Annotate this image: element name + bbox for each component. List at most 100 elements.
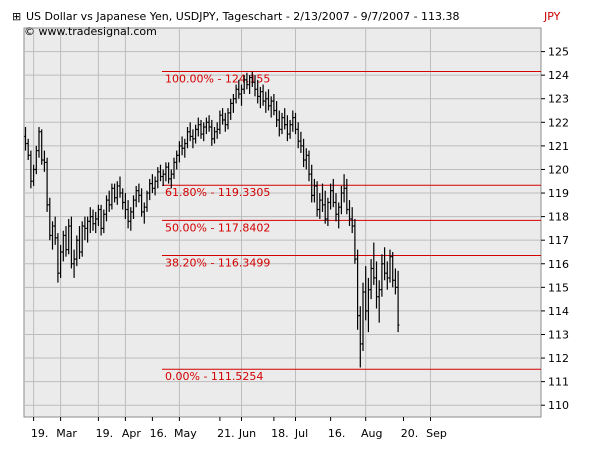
retracement-level-label: 0.00% - 111.5254 <box>165 370 263 383</box>
currency-label: JPY <box>543 10 561 23</box>
x-tick-label: Aug <box>361 427 382 440</box>
x-tick-label: Jun <box>238 427 256 440</box>
ohlc-bar <box>221 108 224 125</box>
ohlc-bar <box>375 261 378 309</box>
x-tick-label: 19. <box>96 427 114 440</box>
ohlc-bar <box>307 150 311 182</box>
ohlc-bar <box>251 71 254 87</box>
ohlc-bar <box>332 178 335 208</box>
ohlc-bar <box>275 101 278 128</box>
ohlc-bar <box>35 145 38 175</box>
ohlc-bar <box>188 122 192 142</box>
ohlc-bar <box>396 270 400 333</box>
ohlc-bar <box>178 141 181 163</box>
ohlc-bar <box>386 261 389 290</box>
ohlc-bar <box>340 185 343 215</box>
copyright-label: © www.tradesignal.com <box>24 25 157 38</box>
ohlc-bar <box>172 157 176 179</box>
ohlc-bar <box>288 119 292 139</box>
x-tick-label: Apr <box>122 427 142 440</box>
ohlc-bar <box>318 193 322 219</box>
ohlc-bar <box>229 98 232 120</box>
ohlc-bar <box>291 110 295 132</box>
x-tick-label: Mar <box>56 427 77 440</box>
grid-lines <box>24 28 541 417</box>
ohlc-bar <box>226 108 230 130</box>
ohlc-bar <box>107 190 111 212</box>
ohlc-bar <box>48 197 52 241</box>
ohlc-bar <box>286 115 289 142</box>
ohlc-bar <box>348 200 351 227</box>
ohlc-bar <box>56 233 60 283</box>
ohlc-bar <box>24 127 27 151</box>
ohlc-bar <box>359 306 362 368</box>
ohlc-bar <box>91 209 95 231</box>
ohlc-bar <box>242 75 246 95</box>
y-tick-label: 125 <box>548 46 569 59</box>
ohlc-bar <box>164 162 168 182</box>
ohlc-bar <box>261 84 265 106</box>
ohlc-bar <box>334 193 338 222</box>
y-tick-label: 116 <box>548 258 569 271</box>
ohlc-bar <box>205 117 208 135</box>
ohlc-bar <box>62 230 65 262</box>
ohlc-bar <box>345 178 349 215</box>
ohlc-bar <box>237 79 241 99</box>
ohlc-bar <box>326 197 330 227</box>
ohlc-bar <box>118 176 122 198</box>
y-axis: 110 111 112 113 114 115 116 117 118 119 120 121 122 1… <box>541 46 569 412</box>
ohlc-bar <box>153 176 157 196</box>
ohlc-bar <box>323 190 327 224</box>
ohlc-bar <box>132 195 135 219</box>
ohlc-bar <box>102 209 106 234</box>
ohlc-bar <box>350 207 354 234</box>
y-tick-label: 121 <box>548 140 569 153</box>
ohlc-bar <box>267 89 270 111</box>
ohlc-bar <box>180 136 184 156</box>
ohlc-bar <box>70 216 73 269</box>
ohlc-bar <box>45 157 49 212</box>
ohlc-bar <box>369 259 373 300</box>
y-tick-label: 117 <box>548 234 569 247</box>
ohlc-bar <box>78 226 81 260</box>
ohlc-bar <box>388 249 392 283</box>
y-tick-label: 114 <box>548 305 569 318</box>
ohlc-bar <box>253 75 257 97</box>
ohlc-bar <box>137 183 141 203</box>
ohlc-bar <box>156 167 160 189</box>
x-tick-label: 16. <box>150 427 168 440</box>
ohlc-bar <box>151 174 154 194</box>
ohlc-bar <box>29 150 33 189</box>
ohlc-bar <box>94 211 97 234</box>
chart-header: ⊞ US Dollar vs Japanese Yen, USDJPY, Tag… <box>12 10 561 38</box>
ohlc-bar <box>364 266 367 321</box>
x-tick-label: 18. <box>271 427 289 440</box>
y-tick-label: 111 <box>548 376 569 389</box>
ohlc-bar <box>353 218 357 264</box>
ohlc-bar <box>280 112 284 135</box>
ohlc-bar <box>126 200 130 229</box>
ohlc-bar <box>248 75 251 95</box>
retracement-level-label: 38.20% - 116.3499 <box>165 257 270 270</box>
ohlc-bar <box>269 96 273 118</box>
ohlc-bar <box>342 174 346 203</box>
ohlc-bar <box>105 195 108 222</box>
ohlc-bar <box>356 249 359 330</box>
ohlc-bar <box>40 129 43 165</box>
ohlc-bar <box>264 91 268 113</box>
chart-menu-icon[interactable]: ⊞ <box>12 10 21 23</box>
ohlc-bar <box>64 226 68 257</box>
x-tick-label: 16. <box>328 427 346 440</box>
ohlc-bar <box>124 193 127 219</box>
ohlc-bar <box>75 235 79 267</box>
ohlc-bar <box>140 188 143 217</box>
ohlc-bar <box>110 183 114 210</box>
ohlc-bar <box>191 129 195 149</box>
y-tick-label: 118 <box>548 211 569 224</box>
y-tick-label: 119 <box>548 187 569 200</box>
y-tick-label: 112 <box>548 352 569 365</box>
ohlc-bar <box>310 164 313 203</box>
x-tick-label: May <box>174 427 197 440</box>
